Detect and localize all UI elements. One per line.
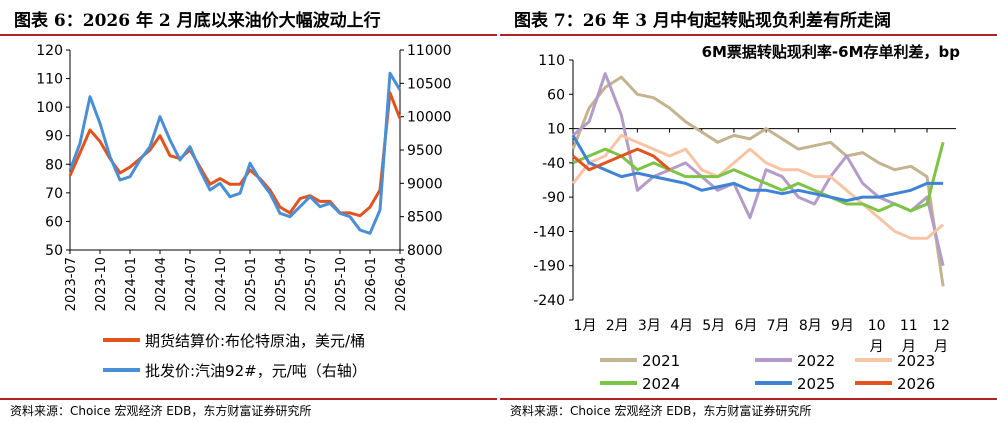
x-tick-label: 9月 (831, 318, 854, 334)
series-line-2024 (572, 141, 945, 213)
x-tick-label: 11 月 (900, 318, 918, 355)
x-tick-label: 2026-04 (394, 257, 409, 311)
y-left-tick-label: 60 (45, 214, 63, 230)
x-tick-label: 2024-10 (214, 257, 229, 311)
y-tick-label: 10 (547, 122, 565, 138)
legend-label-2021: 2021 (642, 352, 680, 370)
x-tick-label: 12 月 (932, 318, 950, 355)
x-tick-label: 10 月 (868, 318, 886, 355)
left-chart-panel: 图表 6：2026 年 2 月底以来油价大幅波动上行 50 60 70 80 90 100… (0, 0, 497, 423)
x-tick-label: 1月 (574, 318, 597, 334)
y-right-tick-label: 10000 (407, 110, 452, 126)
y-left-tick-label: 80 (45, 157, 63, 173)
y-right-tick-label: 8000 (407, 243, 443, 259)
x-tick-label: 7月 (767, 318, 790, 334)
y-right-tick-label: 8500 (407, 210, 443, 226)
chart-title: 6M票据转贴现利率-6M存单利差，bp (702, 43, 961, 61)
y-left-tick-label: 90 (45, 129, 63, 145)
y-tick-label: -240 (533, 293, 565, 309)
y-right-tick-label: 10500 (407, 76, 452, 92)
y-tick-label: -140 (533, 224, 565, 240)
y-tick-label: -190 (533, 259, 565, 275)
left-source-note: 资料来源：Choice 宏观经济 EDB，东方财富证券研究所 (10, 404, 312, 418)
x-tick-label: 6月 (734, 318, 757, 334)
x-tick-label: 8月 (799, 318, 822, 334)
right-spread-chart: 6M票据转贴现利率-6M存单利差，bp 110 60 10 -40 -90 -140 -190… (533, 43, 961, 393)
y-right-tick-label: 9000 (407, 176, 443, 192)
series-line-2026 (572, 147, 671, 172)
x-tick-label: 2024-01 (124, 257, 139, 311)
brent-price-line (68, 91, 402, 218)
y-tick-label: -40 (542, 156, 565, 172)
y-left-tick-label: 100 (36, 100, 63, 116)
series-line-2021 (571, 75, 945, 287)
right-source-rule (500, 398, 997, 400)
right-figure-title: 图表 7：26 年 3 月中旬起转贴现负利差有所走阔 (514, 11, 891, 31)
y-tick-label: 110 (538, 53, 565, 69)
x-tick-label: 5月 (702, 318, 725, 334)
legend-label-2025: 2025 (797, 375, 835, 393)
legend-label: 批发价:汽油92#，元/吨（右轴） (145, 362, 367, 380)
x-tick-label: 2025-01 (244, 257, 259, 311)
legend-label-2023: 2023 (897, 352, 935, 370)
y-left-tick-label: 70 (45, 186, 63, 202)
x-tick-label: 2025-07 (304, 257, 319, 311)
left-source-rule (0, 398, 497, 400)
x-tick-label: 2023-10 (94, 257, 109, 311)
x-tick-label: 4月 (670, 318, 693, 334)
left-oil-price-chart: 50 60 70 80 90 100 110 120 8000 8500 9000 9500 10000… (36, 43, 452, 380)
x-tick-label: 2025-04 (274, 257, 289, 311)
y-left-tick-label: 120 (36, 43, 63, 59)
legend-label: 期货结算价:布伦特原油，美元/桶 (145, 332, 365, 350)
x-tick-label: 3月 (638, 318, 661, 334)
x-tick-label: 2024-04 (154, 257, 169, 311)
y-tick-label: 60 (547, 87, 565, 103)
x-tick-label: 2023-07 (64, 257, 79, 311)
left-figure-title: 图表 6：2026 年 2 月底以来油价大幅波动上行 (14, 11, 381, 31)
right-source-note: 资料来源：Choice 宏观经济 EDB，东方财富证券研究所 (510, 404, 812, 418)
x-tick-label: 2025-10 (334, 257, 349, 311)
x-tick-label: 2月 (606, 318, 629, 334)
right-title-rule (500, 34, 997, 36)
left-title-rule (0, 34, 497, 36)
legend-label-2026: 2026 (897, 375, 935, 393)
series-line-2022 (572, 72, 945, 267)
y-left-tick-label: 50 (45, 243, 63, 259)
y-left-tick-label: 110 (36, 72, 63, 88)
legend-label-2024: 2024 (642, 375, 680, 393)
y-right-tick-label: 11000 (407, 43, 452, 59)
legend-label-2022: 2022 (797, 352, 835, 370)
x-tick-label: 2026-01 (364, 257, 379, 311)
y-tick-label: -90 (542, 190, 565, 206)
x-tick-label: 2024-07 (184, 257, 199, 311)
gasoline-price-line (68, 71, 402, 235)
y-right-tick-label: 9500 (407, 143, 443, 159)
series-line-2023 (571, 133, 945, 240)
right-chart-panel: 图表 7：26 年 3 月中旬起转贴现负利差有所走阔 6M票据转贴现利率-6M存… (500, 0, 997, 423)
series-line-2025 (571, 134, 944, 203)
